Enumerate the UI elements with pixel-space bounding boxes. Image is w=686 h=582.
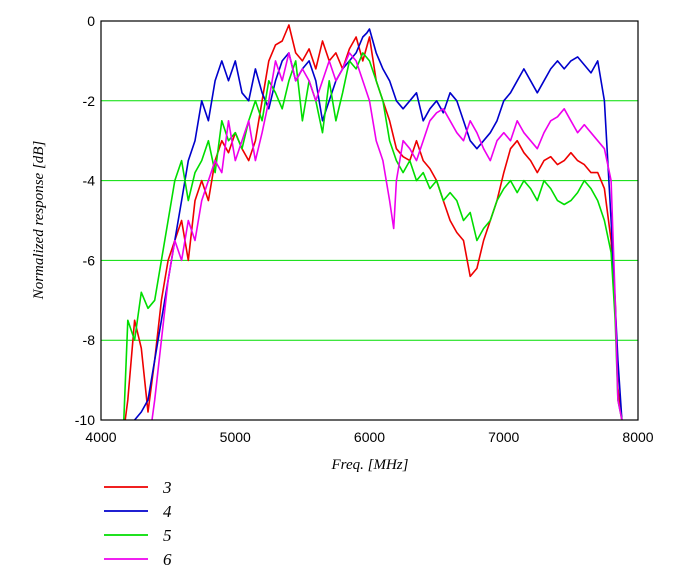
legend-label-3: 3 — [162, 478, 172, 497]
axis-ticks: 4000 5000 6000 7000 8000 0 -2 -4 -6 -8 -10 — [75, 13, 654, 445]
y-tick-label: 0 — [87, 13, 95, 29]
y-axis-title: Normalized response [dB] — [31, 141, 47, 301]
x-tick-label: 5000 — [220, 429, 251, 445]
y-tick-label: -6 — [83, 252, 96, 268]
y-tick-label: -2 — [83, 93, 96, 109]
legend-label-5: 5 — [163, 526, 172, 545]
x-tick-label: 7000 — [488, 429, 519, 445]
series-line-3 — [124, 24, 623, 420]
legend-label-4: 4 — [163, 502, 172, 521]
legend-label-6: 6 — [163, 550, 172, 569]
x-axis-title: Freq. [MHz] — [331, 457, 409, 473]
series-line-5 — [123, 52, 623, 420]
y-tick-label: -10 — [75, 412, 95, 428]
plot-frame — [100, 20, 639, 421]
series-line-6 — [151, 52, 623, 420]
x-tick-label: 4000 — [85, 429, 116, 445]
x-tick-label: 8000 — [622, 429, 653, 445]
series-line-4 — [133, 28, 623, 420]
x-tick-label: 6000 — [354, 429, 385, 445]
series-lines — [123, 24, 623, 420]
legend: 3 4 5 6 — [104, 478, 172, 569]
y-tick-label: -8 — [83, 332, 96, 348]
y-tick-label: -4 — [83, 173, 96, 189]
